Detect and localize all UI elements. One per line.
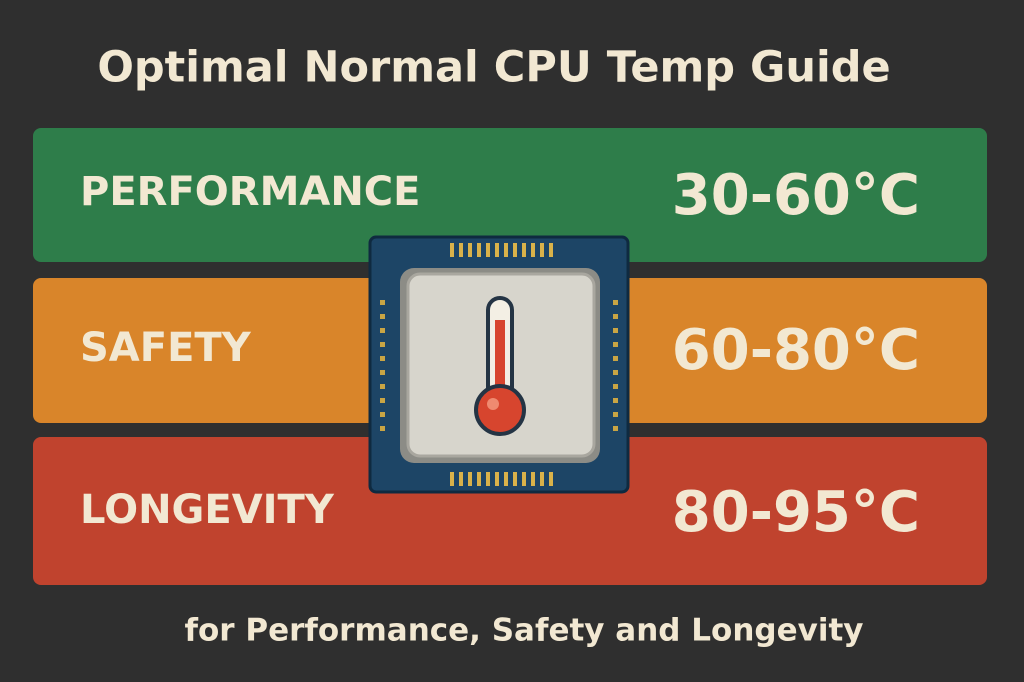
chip-pin bbox=[549, 472, 553, 486]
chip-dot bbox=[613, 426, 618, 431]
performance-band bbox=[33, 128, 987, 262]
subtitle: for Performance, Safety and Longevity bbox=[185, 613, 864, 649]
chip-dot bbox=[380, 398, 385, 403]
chip-dot bbox=[613, 314, 618, 319]
band-label: PERFORMANCE bbox=[80, 169, 421, 215]
thermometer-mercury bbox=[495, 320, 505, 405]
chip-pin bbox=[450, 472, 454, 486]
chip-pin bbox=[504, 472, 508, 486]
band-label: SAFETY bbox=[80, 325, 252, 371]
chip-dot bbox=[613, 412, 618, 417]
chip-pin bbox=[540, 243, 544, 257]
chip-pin bbox=[477, 243, 481, 257]
chip-pin bbox=[450, 243, 454, 257]
chip-dot bbox=[380, 314, 385, 319]
chip-dot bbox=[380, 342, 385, 347]
chip-dot bbox=[613, 300, 618, 305]
chip-pin bbox=[531, 472, 535, 486]
chip-pin bbox=[486, 472, 490, 486]
chip-dot bbox=[380, 300, 385, 305]
chip-pin bbox=[459, 243, 463, 257]
chip-pin bbox=[549, 243, 553, 257]
band-label: LONGEVITY bbox=[80, 487, 335, 533]
chip-pin bbox=[513, 472, 517, 486]
chip-dot bbox=[613, 398, 618, 403]
chip-pin bbox=[504, 243, 508, 257]
chip-dot bbox=[380, 384, 385, 389]
chip-dot bbox=[380, 328, 385, 333]
chip-pin bbox=[522, 243, 526, 257]
chip-pin bbox=[495, 472, 499, 486]
chip-pin bbox=[477, 472, 481, 486]
chip-dot bbox=[613, 328, 618, 333]
longevity-band bbox=[33, 437, 987, 585]
chip-pin bbox=[495, 243, 499, 257]
chip-pin bbox=[540, 472, 544, 486]
chip-dot bbox=[613, 342, 618, 347]
chip-dot bbox=[380, 356, 385, 361]
band-range: 30-60°C bbox=[672, 163, 920, 228]
thermometer-shine bbox=[487, 398, 499, 410]
chip-pin bbox=[468, 243, 472, 257]
band-range: 60-80°C bbox=[672, 318, 920, 383]
chip-dot bbox=[380, 426, 385, 431]
chip-pin bbox=[486, 243, 490, 257]
chip-dot bbox=[380, 370, 385, 375]
chip-dot bbox=[613, 384, 618, 389]
chip-pin bbox=[468, 472, 472, 486]
chip-pin bbox=[459, 472, 463, 486]
chip-dot bbox=[380, 412, 385, 417]
chip-pin bbox=[531, 243, 535, 257]
thermometer-bulb bbox=[474, 384, 526, 436]
chip-pin bbox=[513, 243, 517, 257]
cpu-chip bbox=[368, 235, 630, 494]
chip-pin bbox=[522, 472, 526, 486]
chip-dot bbox=[613, 356, 618, 361]
title: Optimal Normal CPU Temp Guide bbox=[97, 43, 890, 93]
band-range: 80-95°C bbox=[672, 480, 920, 545]
chip-dot bbox=[613, 370, 618, 375]
